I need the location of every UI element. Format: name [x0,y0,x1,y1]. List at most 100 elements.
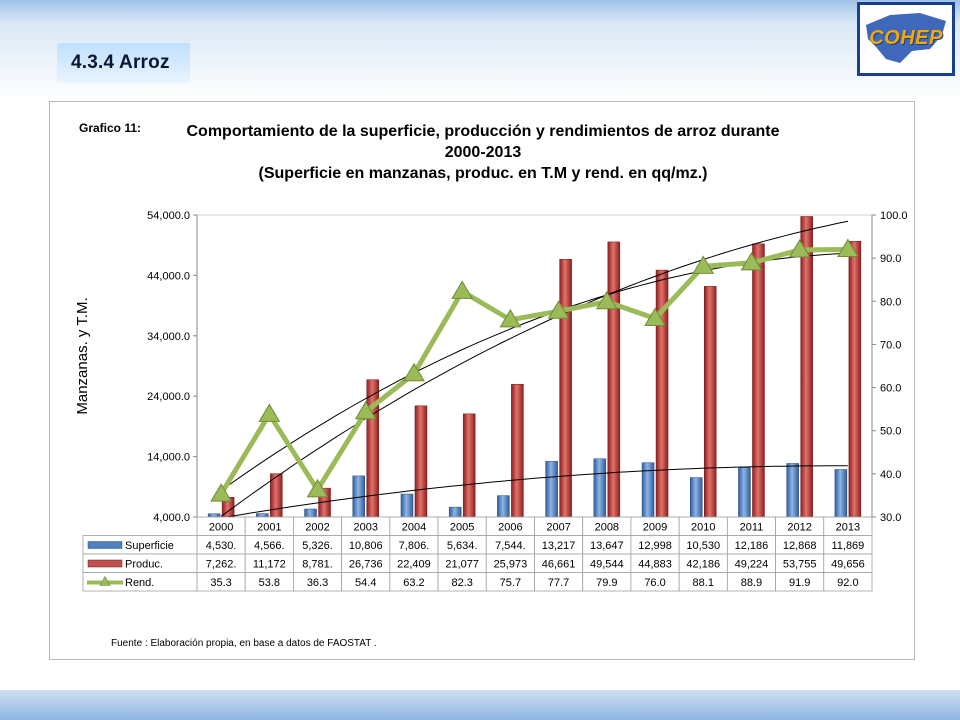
data-label: 5,634. [447,540,478,552]
marker-rend [210,483,232,502]
bar-superficie [448,506,462,518]
y-tick-label: 34,000.0 [147,331,190,343]
legend-label: Rend. [125,577,154,589]
table-cell [823,572,873,592]
trendline-superficie [221,465,848,519]
bar-produc [848,240,862,518]
data-label: 54.4 [355,577,376,589]
data-label: 21,077 [445,559,479,571]
data-label: 12,186 [735,540,769,552]
bar-superficie [400,493,414,518]
chart-title-line-2: 2000-2013 [445,144,522,161]
y2-tick-label: 90.0 [880,253,901,265]
data-label: 79.9 [596,577,617,589]
bar-produc [511,384,524,518]
x-tick-label: 2003 [354,522,378,534]
chart-frame: Grafico 11: Comportamiento de la superfi… [49,101,915,660]
chart-title-line-1: Comportamiento de la superficie, producc… [187,123,780,140]
data-label: 10,806 [349,540,383,552]
data-label: 82.3 [451,577,472,589]
data-label: 4,530. [206,540,237,552]
data-label: 88.9 [741,577,762,589]
bar-superficie [786,463,799,518]
data-label: 13,647 [590,540,624,552]
y-tick-label: 54,000.0 [147,210,190,222]
marker-rend [595,290,618,310]
data-label: 44,883 [638,559,672,571]
series-line-rend [218,247,848,496]
marker-rend [451,280,474,299]
data-label: 10,530 [686,540,720,552]
data-label: 76.0 [644,577,665,589]
logo-text: COHEP [869,27,943,49]
bar-superficie [497,495,510,518]
data-label: 11,172 [253,559,286,571]
data-label: 42,186 [686,559,720,571]
data-label: 35.3 [210,577,231,589]
x-tick-label: 2001 [257,522,281,534]
marker-rend [788,238,811,258]
x-tick-label: 2005 [450,522,474,534]
marker-rend [692,255,715,274]
bar-superficie [207,513,221,518]
y-axis-label: Manzanas. y T.M. [74,297,91,414]
data-label: 22,409 [397,559,431,571]
data-label: 63.2 [403,577,424,589]
data-label: 11,869 [831,540,864,552]
x-tick-label: 2011 [740,522,764,534]
y2-tick-label: 70.0 [880,339,901,351]
legend-key-rend-marker [99,575,111,586]
x-tick-label: 2010 [691,522,715,534]
marker-rend [354,400,377,420]
bar-superficie [834,469,848,518]
data-label: 53.8 [259,577,280,589]
y2-tick-label: 80.0 [880,296,901,308]
x-tick-label: 2009 [643,522,667,534]
y-tick-label: 14,000.0 [147,452,190,464]
x-tick-label: 2000 [209,522,233,534]
marker-rend [644,307,666,327]
bar-superficie [256,513,269,518]
bar-superficie [304,508,317,518]
top-band [0,0,960,22]
data-label: 7,806. [399,540,430,552]
data-label: 5,326. [302,540,333,552]
bar-superficie [593,458,607,518]
data-label: 13,217 [542,540,576,552]
data-label: 49,544 [590,559,624,571]
marker-rend [499,308,522,328]
y2-tick-label: 50.0 [880,426,901,438]
data-label: 77.7 [548,577,569,589]
marker-rend [258,403,281,422]
bar-produc [704,286,717,518]
honduras-map-icon [866,13,946,63]
marker-rend [403,362,425,382]
data-label: 49,224 [735,559,769,571]
y2-tick-label: 40.0 [880,469,901,481]
legend-label: Produc. [125,559,163,571]
data-label: 46,661 [542,559,576,571]
bar-produc [559,259,572,518]
bar-produc [607,241,621,518]
bar-produc [752,243,765,518]
y2-tick-label: 30.0 [880,512,901,524]
data-label: 8,781. [302,559,333,571]
marker-rend [306,478,329,498]
x-tick-label: 2002 [305,522,329,534]
y-tick-label: 44,000.0 [147,270,190,282]
data-label: 53,755 [783,559,817,571]
bottom-band [0,690,960,720]
marker-rend [547,300,570,319]
bar-produc [462,413,476,518]
bar-produc [414,405,428,518]
data-label: 36.3 [307,577,328,589]
data-label: 26,736 [349,559,383,571]
data-label: 25,973 [494,559,528,571]
section-title: 4.3.4 Arroz [57,43,190,83]
x-tick-label: 2006 [498,522,522,534]
chart-area: Grafico 11: Comportamiento de la superfi… [74,121,908,649]
x-tick-label: 2004 [402,522,426,534]
legend-label: Superficie [125,540,174,552]
data-label: 49,656 [831,559,865,571]
chart-title-line-3: (Superficie en manzanas, produc. en T.M … [259,165,708,182]
